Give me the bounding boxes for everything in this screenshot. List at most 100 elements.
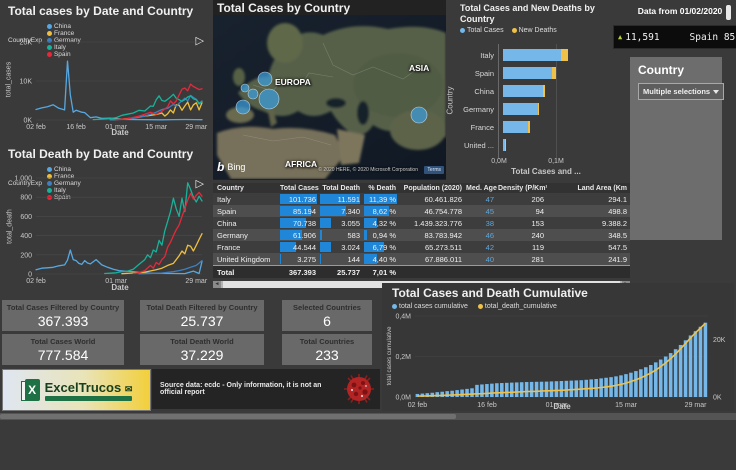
table-row[interactable]: United Kingdom 3.275 144 4,40 % 67.886.011 40…	[213, 253, 630, 266]
cumulative-bar[interactable]	[539, 381, 544, 397]
bing-logo[interactable]: b Bing	[217, 160, 245, 174]
new-deaths-bar[interactable]	[551, 67, 556, 79]
play-axis-icon[interactable]: ▷	[195, 34, 204, 47]
country-dropdown[interactable]: Multiple selections	[638, 83, 724, 100]
legend-item[interactable]: Italy	[46, 187, 81, 194]
map-bubble-spain[interactable]	[235, 99, 251, 115]
cumulative-bar[interactable]	[425, 393, 430, 397]
legend-item[interactable]: China	[46, 23, 81, 30]
total-cases-bar[interactable]	[503, 121, 529, 133]
cumulative-bar[interactable]	[619, 375, 623, 397]
column-header[interactable]: Total Cases ▾	[279, 183, 319, 193]
new-deaths-bar[interactable]	[538, 103, 540, 115]
legend-item[interactable]: Total Cases	[460, 27, 504, 34]
cumulative-bar[interactable]	[480, 384, 484, 397]
column-header[interactable]: Land Area (Km	[547, 183, 630, 193]
column-header[interactable]: % Death	[363, 183, 399, 193]
cumulative-bar[interactable]	[509, 382, 514, 397]
cumulative-bar[interactable]	[653, 362, 658, 397]
cumulative-bar[interactable]	[559, 381, 564, 397]
legend-item[interactable]: France	[46, 30, 81, 37]
cumulative-bar[interactable]	[514, 382, 519, 397]
map-canvas[interactable]: EUROPA ASIA AFRICA b Bing © 2020 HERE, ©…	[213, 15, 446, 179]
cumulative-bar[interactable]	[639, 369, 643, 397]
map-bubble-china[interactable]	[410, 106, 428, 124]
legend-item[interactable]: total_death_cumulative	[477, 303, 557, 310]
cumulative-bar[interactable]	[683, 340, 688, 397]
cumulative-bar[interactable]	[698, 326, 703, 397]
total-cases-bar[interactable]	[503, 85, 544, 97]
exceltrucos-logo[interactable]: X ExcelTrucos ✉	[2, 369, 151, 411]
new-deaths-bar[interactable]	[543, 85, 546, 97]
cumulative-bar[interactable]	[475, 384, 479, 397]
cumulative-bar[interactable]	[624, 374, 628, 397]
cumulative-bar[interactable]	[688, 335, 693, 397]
table-row[interactable]: Italy 101.736 11.591 11,39 % 60.461.826 47 206…	[213, 193, 630, 205]
column-header[interactable]: Med. Age	[465, 183, 497, 193]
cumulative-bar[interactable]	[703, 322, 708, 397]
cumulative-bar[interactable]	[644, 367, 648, 397]
legend-item[interactable]: New Deaths	[511, 27, 557, 34]
total-cases-bar[interactable]	[503, 103, 539, 115]
cumulative-bar[interactable]	[554, 381, 559, 397]
total-cases-bar[interactable]	[503, 67, 552, 79]
cumulative-bar[interactable]	[435, 392, 440, 397]
cumulative-bar[interactable]	[504, 382, 509, 397]
legend-item[interactable]: Spain	[46, 51, 81, 58]
cumulative-bar[interactable]	[629, 372, 633, 397]
cumulative-bar[interactable]	[495, 383, 499, 397]
map-bubble-italy[interactable]	[258, 88, 280, 110]
cumulative-bar[interactable]	[465, 388, 469, 397]
play-axis-icon[interactable]: ▷	[195, 177, 204, 190]
cumulative-bar[interactable]	[534, 381, 539, 397]
column-header[interactable]: Density (P/Km²)	[497, 183, 547, 193]
cumulative-bar[interactable]	[519, 382, 524, 397]
cumulative-bar[interactable]	[430, 392, 435, 397]
scrollbar-thumb[interactable]	[0, 414, 457, 419]
cumulative-bar[interactable]	[634, 371, 638, 397]
cumulative-bar[interactable]	[500, 383, 504, 397]
cumulative-bar[interactable]	[614, 376, 618, 397]
cumulative-bar[interactable]	[524, 382, 529, 397]
cumulative-bar[interactable]	[529, 381, 534, 397]
legend-item[interactable]: Italy	[46, 44, 81, 51]
table-row[interactable]: Spain 85.194 7.340 8,62 % 46.754.778 45 94 498.…	[213, 205, 630, 217]
cumulative-bar[interactable]	[668, 353, 673, 397]
table-row[interactable]: Germany 61.906 583 0,94 % 83.783.942 46 240 348…	[213, 229, 630, 241]
legend-item[interactable]: total cases cumulative	[392, 303, 468, 310]
table-row[interactable]: China 70.738 3.055 4,32 % 1.439.323.776 38 153…	[213, 217, 630, 229]
cumulative-bar[interactable]	[549, 381, 554, 397]
legend-item[interactable]: China	[46, 166, 81, 173]
cumulative-bar[interactable]	[485, 384, 489, 397]
legend-item[interactable]: Germany	[46, 37, 81, 44]
cumulative-bar[interactable]	[673, 349, 678, 397]
cumulative-bar[interactable]	[470, 388, 474, 397]
column-header[interactable]: Total Death	[319, 183, 363, 193]
cumulative-bar[interactable]	[564, 380, 569, 397]
total-cases-bar[interactable]	[503, 139, 505, 151]
cumulative-bar[interactable]	[678, 344, 683, 397]
legend-item[interactable]: Germany	[46, 180, 81, 187]
cumulative-bar[interactable]	[658, 359, 663, 397]
cumulative-bar[interactable]	[460, 389, 464, 397]
cumulative-bar[interactable]	[490, 383, 494, 398]
map-bubble-france[interactable]	[247, 88, 259, 100]
cumulative-bar[interactable]	[450, 390, 454, 397]
table-row[interactable]: France 44.544 3.024 6,79 % 65.273.511 42 119 54…	[213, 241, 630, 253]
cumulative-bar[interactable]	[445, 391, 449, 397]
cumulative-bar[interactable]	[663, 356, 668, 398]
cumulative-bar[interactable]	[415, 393, 420, 397]
cumulative-bar[interactable]	[544, 381, 549, 397]
total-cases-bar[interactable]	[503, 49, 561, 61]
legend-item[interactable]: France	[46, 173, 81, 180]
new-deaths-bar[interactable]	[528, 121, 531, 133]
column-header[interactable]: Country	[213, 183, 279, 193]
cumulative-bar[interactable]	[609, 377, 613, 397]
page-horizontal-scrollbar[interactable]	[0, 413, 736, 420]
scroll-left-icon[interactable]: ◄	[213, 281, 221, 288]
new-deaths-bar[interactable]	[504, 139, 506, 151]
map-bubble-united-kingdom[interactable]	[240, 83, 250, 93]
map-bubble-germany[interactable]	[257, 71, 273, 87]
cumulative-bar[interactable]	[455, 390, 459, 397]
